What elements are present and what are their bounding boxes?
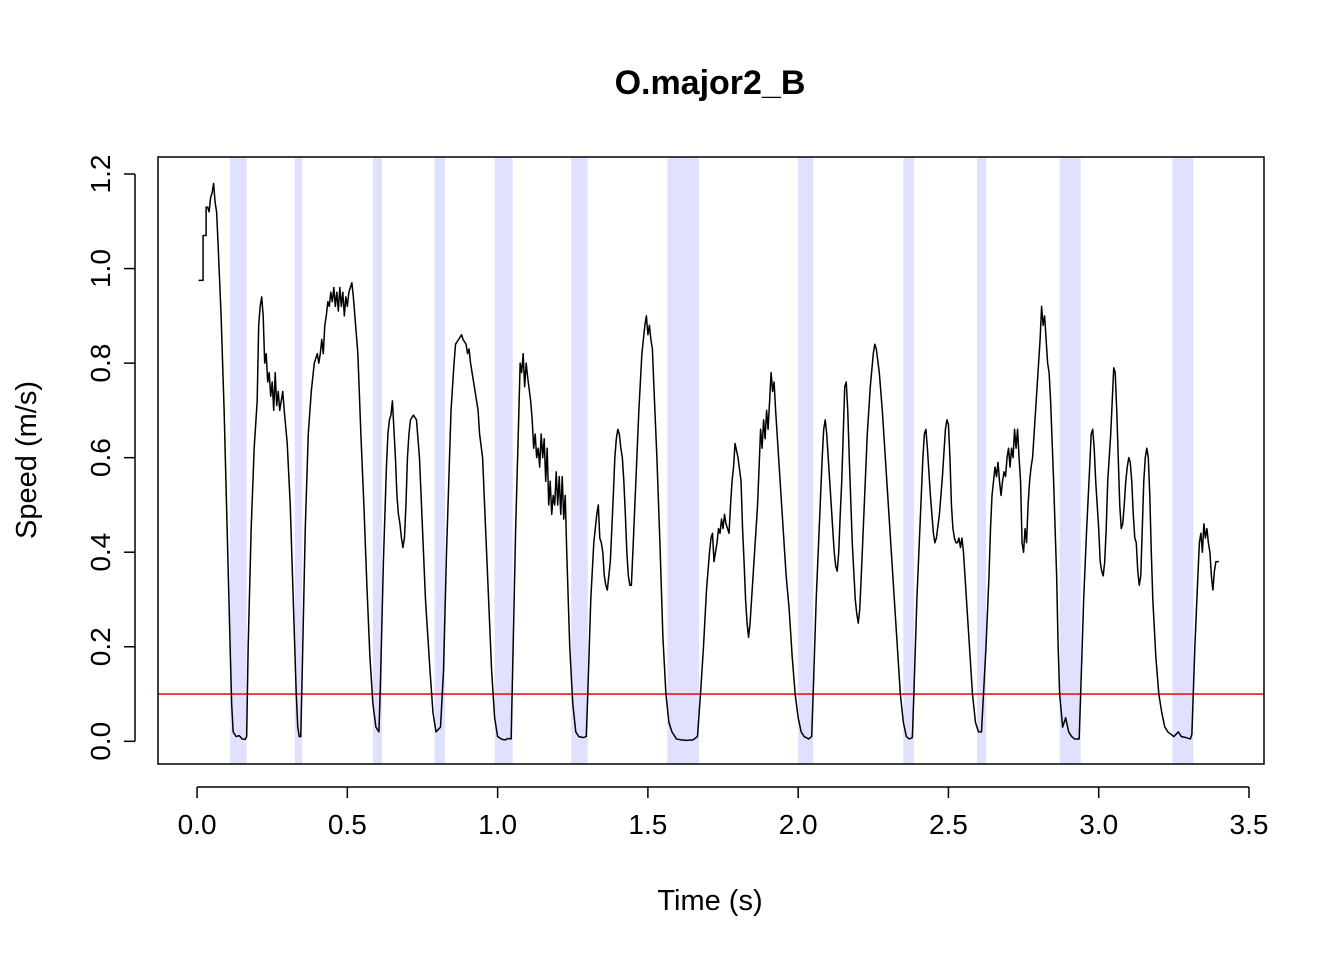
- x-tick-label-0: 0.0: [178, 809, 217, 840]
- y-tick-label-1: 0.2: [85, 627, 116, 666]
- speed-series-line-0: [198, 182, 1219, 742]
- y-axis-label: Speed (m/s): [11, 381, 43, 539]
- shaded-interval-4: [494, 157, 513, 764]
- x-tick-label-7: 3.5: [1230, 809, 1269, 840]
- y-tick-label-4: 0.8: [85, 344, 116, 383]
- shaded-interval-6: [667, 157, 699, 764]
- shaded-interval-10: [1059, 157, 1081, 764]
- shaded-interval-0: [230, 157, 247, 764]
- y-tick-label-0: 0.0: [85, 722, 116, 761]
- x-axis: 0.0 0.5 1.0 1.5 2.0 2.5 3.0 3.5: [178, 786, 1269, 840]
- shaded-interval-1: [294, 157, 303, 764]
- shaded-interval-9: [976, 157, 986, 764]
- y-tick-label-3: 0.6: [85, 438, 116, 477]
- shaded-interval-7: [798, 157, 814, 764]
- plot-frame: [157, 156, 1265, 765]
- x-tick-label-5: 2.5: [929, 809, 968, 840]
- shaded-interval-2: [372, 157, 382, 764]
- x-tick-label-3: 1.5: [628, 809, 667, 840]
- y-axis: 0.0 0.2 0.4 0.6 0.8 1.0 1.2: [85, 155, 136, 761]
- shaded-interval-11: [1172, 157, 1194, 764]
- y-tick-label-6: 1.2: [85, 155, 116, 194]
- x-tick-label-4: 2.0: [779, 809, 818, 840]
- chart-title: O.major2_B: [615, 64, 806, 102]
- x-axis-label: Time (s): [657, 885, 762, 917]
- y-tick-label-5: 1.0: [85, 249, 116, 288]
- shaded-interval-8: [903, 157, 914, 764]
- y-tick-label-2: 0.4: [85, 533, 116, 572]
- shaded-interval-5: [571, 157, 588, 764]
- series-layer: [198, 182, 1219, 742]
- shaded-interval-3: [434, 157, 446, 764]
- x-tick-label-1: 0.5: [328, 809, 367, 840]
- x-tick-label-6: 3.0: [1079, 809, 1118, 840]
- x-tick-label-2: 1.0: [478, 809, 517, 840]
- shaded-intervals: [230, 157, 1194, 764]
